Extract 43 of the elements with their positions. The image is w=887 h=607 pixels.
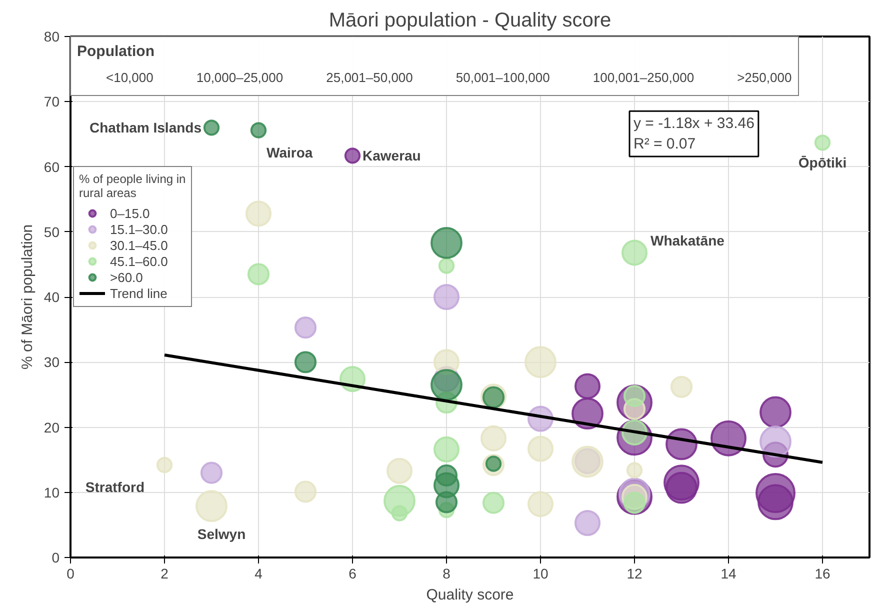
- y-tick-label: 60: [44, 158, 60, 175]
- x-tick-label: 4: [254, 566, 263, 582]
- text: 25,001–50,000: [326, 70, 413, 84]
- annotation: Whakatāne: [650, 232, 725, 249]
- x-tick-label: 0: [66, 566, 75, 582]
- x-tick-label: 14: [720, 566, 736, 582]
- legend-label: >60.0: [110, 269, 143, 285]
- x-tick-label: 12: [626, 566, 642, 582]
- y-tick-label: 40: [44, 289, 60, 305]
- x-tick-label: 10: [532, 566, 548, 582]
- y-tick-label: 0: [52, 550, 60, 566]
- text: 50,001–100,000: [456, 70, 550, 84]
- annotation: Wairoa: [266, 144, 313, 160]
- y-tick-label: 10: [44, 484, 60, 500]
- x-tick-label: 8: [442, 566, 451, 582]
- text: 10,000–25,000: [196, 70, 284, 84]
- x-tick-label: 2: [160, 566, 169, 582]
- y-tick-label: 30: [44, 354, 60, 370]
- legend-label: Trend line: [110, 285, 168, 301]
- legend-title: % of people living in rural areas: [79, 172, 186, 200]
- legend-label: 0–15.0: [110, 205, 150, 221]
- text: <10,000: [106, 70, 154, 84]
- legend-label: 15.1–30.0: [110, 221, 168, 237]
- y-tick-label: 80: [44, 28, 60, 44]
- legend-label: 30.1–45.0: [110, 237, 168, 253]
- annotation: y = -1.18x + 33.46 R² = 0.07: [634, 115, 754, 152]
- text: >250,000: [737, 70, 792, 84]
- annotation: Selwyn: [197, 526, 246, 542]
- annotation: Chatham Islands: [89, 120, 202, 136]
- y-tick-label: 70: [44, 94, 60, 110]
- x-tick-label: 16: [814, 566, 830, 582]
- chart-title: Māori population - Quality score: [328, 10, 612, 32]
- x-axis-title: Quality score: [426, 586, 514, 604]
- annotation: Population: [77, 43, 156, 60]
- x-tick-label: 6: [348, 566, 357, 582]
- annotation: Kawerau: [362, 148, 421, 164]
- y-tick-label: 50: [44, 224, 60, 240]
- y-axis-title: % of Māori population: [18, 224, 36, 370]
- y-tick-label: 20: [44, 419, 60, 436]
- annotation: Ōpōtiki: [798, 154, 847, 171]
- legend-label: 45.1–60.0: [110, 253, 168, 269]
- annotation: Stratford: [85, 479, 145, 496]
- text: 100,001–250,000: [592, 70, 694, 84]
